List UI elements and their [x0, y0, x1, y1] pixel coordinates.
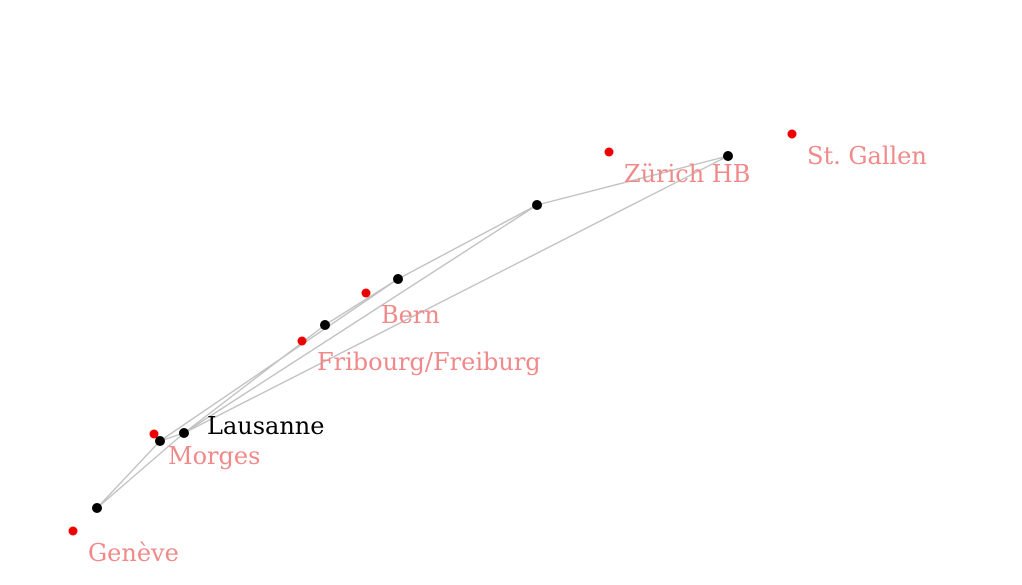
network-nodes: [92, 151, 733, 513]
station-labels: Genève Morges Lausanne Fribourg/Freiburg…: [88, 142, 927, 567]
node-morges: [155, 436, 165, 446]
label-lausanne: Lausanne: [207, 412, 324, 440]
edge-bern-zurich: [397, 204, 538, 280]
label-zurich: Zürich HB: [624, 160, 750, 188]
geographic-station-markers: [68, 129, 797, 536]
edge-lausanne-zurich: [183, 204, 538, 434]
label-geneve: Genève: [88, 539, 179, 567]
label-morges: Morges: [168, 442, 260, 470]
edge-geneve-morges: [96, 440, 161, 509]
edge-zurich-stgallen: [536, 155, 729, 206]
station-marker-stgallen: [787, 129, 797, 139]
label-bern: Bern: [381, 301, 440, 329]
edge-geneve-lausanne: [96, 432, 185, 509]
label-stgallen: St. Gallen: [807, 142, 927, 170]
node-stgallen: [723, 151, 733, 161]
node-bern: [393, 274, 403, 284]
network-edges: [96, 155, 729, 509]
station-marker-zurich: [604, 147, 614, 157]
label-fribourg: Fribourg/Freiburg: [317, 348, 541, 376]
edge-fribourg-bern: [324, 278, 399, 326]
station-marker-fribourg: [297, 336, 307, 346]
node-fribourg: [320, 320, 330, 330]
edge-lausanne-stgallen: [183, 155, 729, 434]
node-lausanne: [179, 428, 189, 438]
station-marker-bern: [361, 288, 371, 298]
node-zurich: [532, 200, 542, 210]
node-geneve: [92, 503, 102, 513]
station-marker-morges: [149, 429, 159, 439]
station-marker-geneve: [68, 526, 78, 536]
